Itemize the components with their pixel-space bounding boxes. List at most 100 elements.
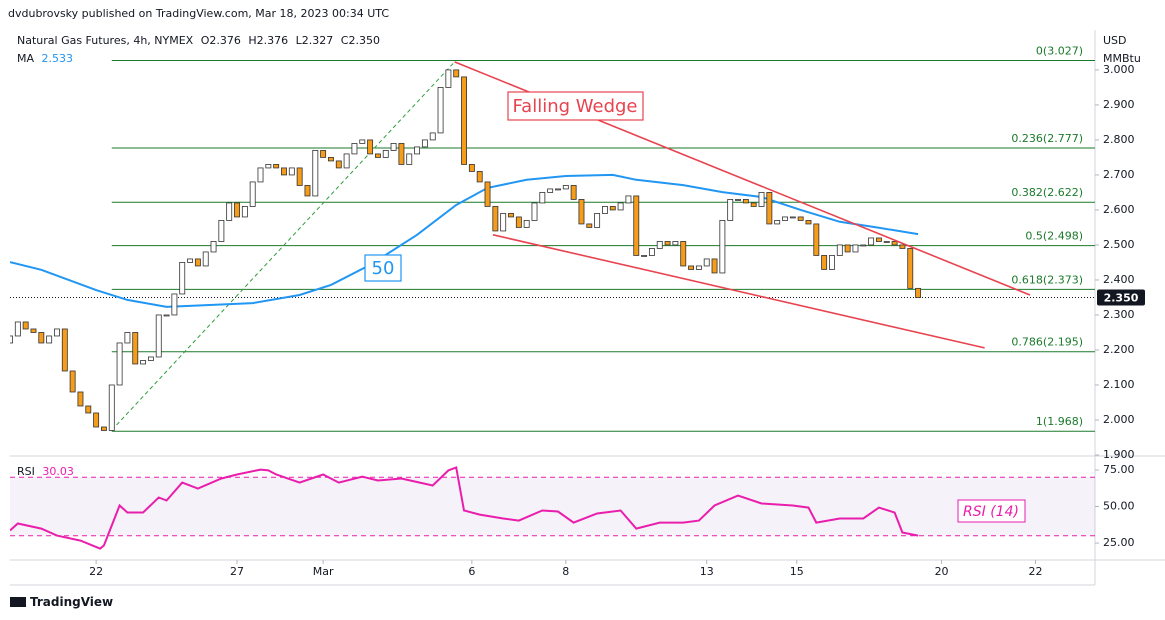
candle-body	[390, 143, 397, 151]
candle-body	[633, 195, 640, 256]
fib-label: 0.382(2.622)	[1011, 186, 1083, 199]
candle-body	[93, 412, 100, 428]
candle-body	[609, 206, 616, 211]
symbol-title: Natural Gas Futures, 4h, NYMEX	[17, 34, 194, 47]
wedge-lower	[492, 234, 985, 349]
y-tick-label: 2.500	[1103, 238, 1135, 251]
y-tick-label: 2.800	[1103, 133, 1135, 146]
candle-body	[22, 321, 29, 330]
fib-label: 0.236(2.777)	[1011, 132, 1083, 145]
candle-body	[578, 199, 585, 225]
x-tick-label: 20	[935, 565, 949, 578]
fib-label: 0(3.027)	[1036, 44, 1083, 57]
fib-label: 0.618(2.373)	[1011, 273, 1083, 286]
pattern-label-box	[507, 91, 644, 121]
candle-body	[562, 185, 569, 190]
y-tick-label: 2.000	[1103, 413, 1135, 426]
candle-body	[586, 223, 593, 228]
candle-body	[265, 164, 272, 169]
y-tick-label: 2.600	[1103, 203, 1135, 216]
candle-body	[163, 314, 170, 317]
candle-body	[703, 258, 710, 267]
candle-body	[782, 216, 788, 221]
candle-body	[421, 139, 428, 148]
candle-body	[179, 262, 186, 295]
y-tick-label: 2.300	[1103, 308, 1135, 321]
candle-body	[374, 153, 381, 158]
candle-body	[288, 167, 295, 176]
fib-label: 1(1.968)	[1036, 415, 1083, 428]
candle-body	[915, 287, 922, 298]
candle-body	[124, 332, 131, 344]
last-price-label: 2.350	[1104, 291, 1139, 304]
candle-body	[547, 188, 554, 193]
candle-body	[304, 185, 311, 197]
ohlc: C2.350	[340, 34, 380, 47]
candle-body	[14, 321, 21, 337]
candle-body	[515, 216, 522, 228]
candle-body	[30, 328, 37, 333]
y-tick-label: 2.400	[1103, 273, 1135, 286]
candle-body	[398, 143, 405, 165]
ma-name: MA	[17, 52, 35, 65]
candle-body	[234, 202, 240, 218]
fib-label: 0.786(2.195)	[1011, 336, 1083, 349]
candle-body	[523, 220, 530, 228]
candle-body	[100, 426, 107, 431]
candle-body	[500, 213, 507, 232]
rsi-y-tick-label: 25.00	[1103, 536, 1135, 549]
ma-line	[10, 173, 919, 308]
x-tick-label: 27	[230, 565, 244, 578]
candle-body	[445, 69, 452, 88]
ma-label: 50	[372, 258, 395, 279]
candle-body	[382, 150, 389, 158]
candle-body	[594, 213, 601, 228]
candle-body	[797, 216, 804, 221]
candle-body	[69, 370, 76, 393]
candle-body	[719, 220, 726, 274]
candle-body	[249, 181, 256, 207]
rsi-y-tick-label: 50.00	[1103, 500, 1135, 513]
candle-body	[656, 241, 663, 249]
candle-body	[766, 192, 773, 225]
candle-body	[273, 164, 280, 169]
candle-body	[38, 332, 45, 344]
footer-text: TradingView	[30, 595, 114, 609]
candle-body	[617, 202, 624, 211]
candle-body	[406, 153, 413, 165]
candle-body	[899, 244, 906, 249]
impulse-line	[111, 61, 455, 431]
candle-body	[54, 328, 60, 337]
candle-body	[539, 192, 546, 204]
candle-body	[461, 76, 467, 165]
candle-body	[194, 258, 201, 267]
candle-body	[602, 206, 608, 214]
publisher-line: dvdubrovsky published on TradingView.com…	[8, 7, 390, 20]
x-tick-label: 15	[790, 565, 804, 578]
candle-body	[171, 293, 178, 316]
candle-body	[672, 241, 679, 246]
candle-body	[492, 206, 499, 232]
candle-body	[750, 202, 757, 207]
candle-body	[844, 244, 851, 253]
x-tick-label: 13	[700, 565, 714, 578]
candle-body	[187, 258, 193, 263]
candle-body	[367, 139, 374, 155]
candle-body	[343, 153, 350, 169]
candle-body	[531, 202, 538, 221]
ohlc: O2.376	[200, 34, 241, 47]
candle-body	[821, 255, 828, 270]
x-tick-label: Mar	[313, 565, 334, 578]
candle-body	[891, 241, 898, 246]
candle-body	[46, 335, 53, 344]
rsi-last: 30.03	[42, 465, 74, 478]
ma-label-box	[364, 254, 402, 282]
candle-body	[85, 405, 92, 414]
candle-body	[789, 216, 796, 219]
candle-body	[351, 143, 358, 155]
y-tick-label: 1.900	[1103, 448, 1135, 461]
candle-body	[883, 241, 890, 243]
candle-body	[241, 206, 248, 218]
candle-body	[453, 69, 460, 78]
